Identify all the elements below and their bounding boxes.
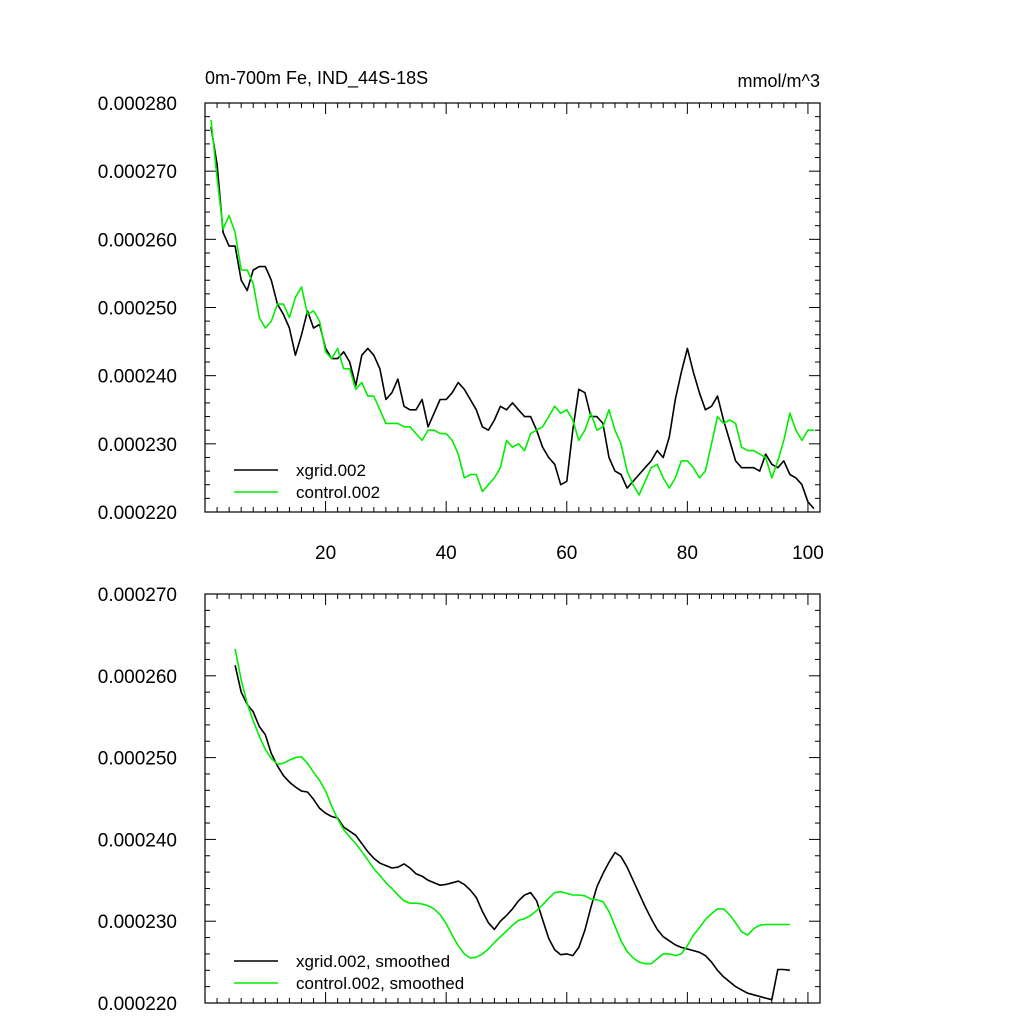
- x-tick-label: 40: [436, 543, 457, 564]
- series-line-xgrid-002: [210, 126, 815, 510]
- top-panel: 0m-700m Fe, IND_44S-18S mmol/m^3 0.00022…: [98, 68, 824, 564]
- y-tick-label: 0.000240: [98, 830, 177, 851]
- legend-label: control.002: [296, 483, 380, 502]
- top-panel-units: mmol/m^3: [738, 71, 820, 91]
- legend-label: control.002, smoothed: [296, 974, 464, 993]
- series-line-xgrid-002-smoothed: [234, 665, 791, 1001]
- y-tick-label: 0.000230: [98, 912, 177, 933]
- plot-frame: [204, 102, 821, 513]
- y-tick-label: 0.000240: [98, 367, 177, 388]
- y-tick-label: 0.000260: [98, 667, 177, 688]
- legend-label: xgrid.002, smoothed: [296, 952, 450, 971]
- x-tick-label: 80: [677, 543, 698, 564]
- plot-frame: [204, 593, 821, 1004]
- y-tick-label: 0.000260: [98, 230, 177, 251]
- y-tick-label: 0.000270: [98, 585, 177, 606]
- legend-label: xgrid.002: [296, 461, 366, 480]
- y-tick-label: 0.000220: [98, 994, 177, 1015]
- x-tick-label: 100: [792, 543, 824, 564]
- y-tick-label: 0.000220: [98, 503, 177, 524]
- bottom-panel: 0.000220 0.000230 0.000240 0.000250 0.000260…: [98, 585, 821, 1015]
- series-line-control-002: [210, 119, 814, 496]
- y-tick-label: 0.000250: [98, 299, 177, 320]
- top-panel-title: 0m-700m Fe, IND_44S-18S: [205, 68, 428, 89]
- x-tick-label: 20: [315, 543, 336, 564]
- y-tick-label: 0.000270: [98, 162, 177, 183]
- y-tick-label: 0.000280: [98, 94, 177, 115]
- y-tick-label: 0.000250: [98, 749, 177, 770]
- y-tick-label: 0.000230: [98, 435, 177, 456]
- x-tick-label: 60: [556, 543, 577, 564]
- series-line-control-002-smoothed: [234, 648, 790, 965]
